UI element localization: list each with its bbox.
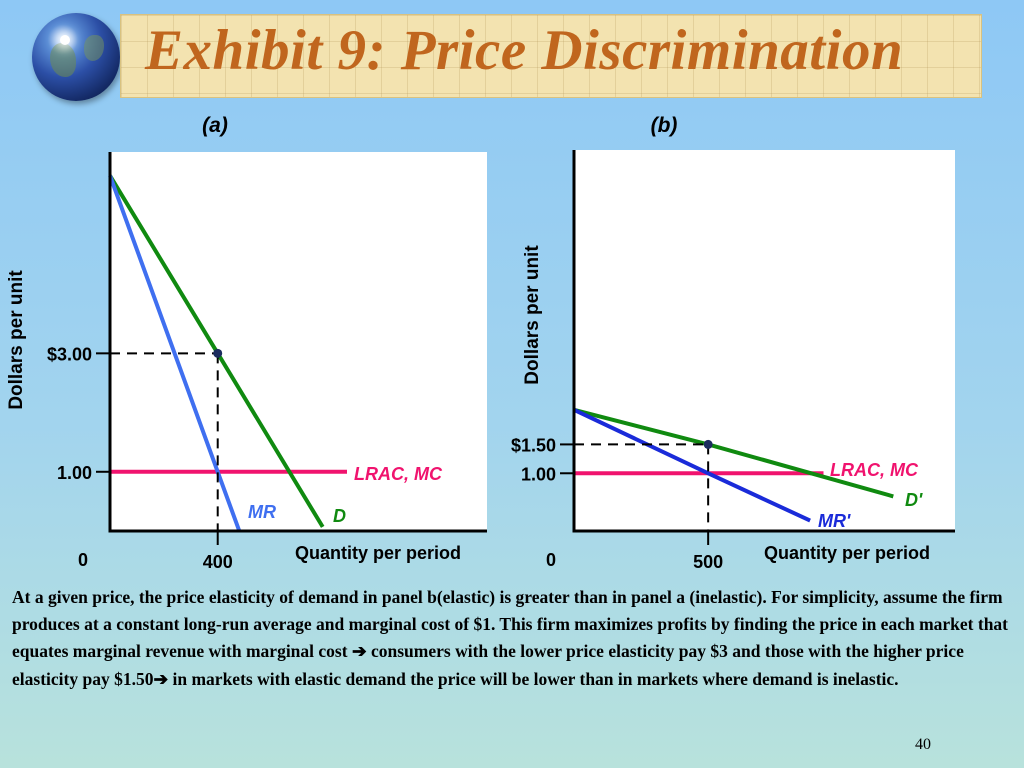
- page-number: 40: [915, 736, 931, 753]
- charts-svg: $3.00 1.00 0 400 (a) Quantity per period Dolla…: [6, 114, 955, 572]
- panel-label: (a): [202, 114, 228, 137]
- x-tick-label: 0: [546, 550, 556, 570]
- caption-text-1: At a given price, the price elasticity o…: [12, 587, 1009, 662]
- slide-title: Exhibit 9: Price Discrimination: [145, 19, 904, 82]
- x-tick-label: 400: [203, 552, 233, 572]
- caption-text-3: in markets with elastic demand the price…: [168, 668, 899, 689]
- panel-label: (b): [651, 114, 678, 137]
- series-label: LRAC, MC: [830, 460, 919, 480]
- globe-icon: [32, 13, 120, 101]
- title-banner: [120, 14, 982, 98]
- series-label: D: [333, 506, 346, 526]
- series-label: MR': [818, 511, 851, 531]
- arrow-right-icon: ➔: [153, 668, 169, 689]
- equilibrium-point-2: [703, 439, 713, 449]
- y-axis-label: Dollars per unit: [522, 245, 543, 385]
- x-tick-label: 0: [78, 550, 88, 570]
- series-label: LRAC, MC: [354, 464, 443, 484]
- y-tick-label: 1.00: [521, 464, 556, 484]
- y-tick-label: $1.50: [511, 435, 556, 455]
- plot-area-2: [574, 150, 955, 531]
- series-line-2-marginal_revenue_b: [573, 407, 811, 523]
- x-axis-label: Quantity per period: [764, 543, 930, 563]
- caption: At a given price, the price elasticity o…: [12, 584, 1012, 693]
- arrow-right-icon: ➔: [351, 641, 367, 662]
- caption-text-2: consumers with the lower price elasticit…: [12, 641, 964, 689]
- series-line-1-marginal_revenue: [108, 175, 242, 532]
- plot-area-1: [110, 152, 487, 531]
- x-tick-label: 500: [693, 552, 723, 572]
- y-axis-label: Dollars per unit: [6, 270, 27, 410]
- y-tick-label: 1.00: [57, 463, 92, 483]
- equilibrium-point-1: [213, 348, 223, 358]
- series-label: D': [905, 490, 923, 510]
- x-axis-label: Quantity per period: [295, 543, 461, 563]
- y-tick-label: $3.00: [47, 344, 92, 364]
- series-label: MR: [248, 502, 276, 522]
